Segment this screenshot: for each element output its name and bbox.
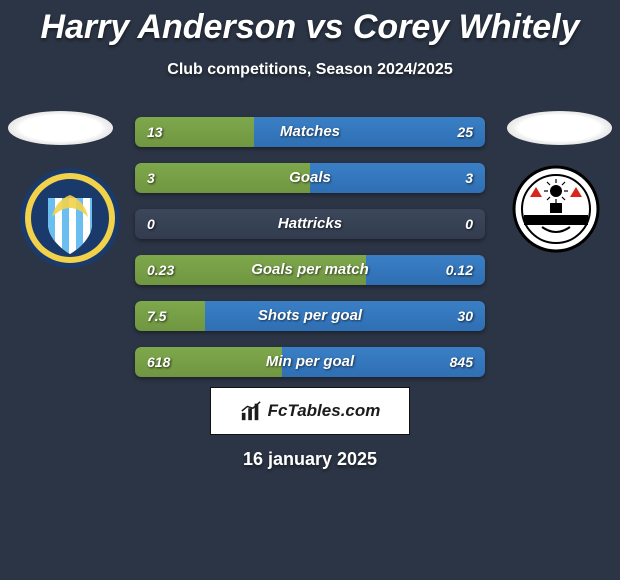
stat-value-left: 13 (147, 117, 163, 147)
stat-label: Goals (135, 163, 485, 193)
club-badge-right (512, 165, 600, 253)
brand-label: FcTables.com (268, 401, 381, 421)
stat-row: Min per goal618 845 (135, 347, 485, 377)
stat-value-right: 0.12 (446, 255, 473, 285)
stat-value-right: 0 (465, 209, 473, 239)
stat-row: Matches13 25 (135, 117, 485, 147)
stat-value-right: 845 (450, 347, 473, 377)
stat-value-left: 3 (147, 163, 155, 193)
brand-badge: FcTables.com (210, 387, 410, 435)
stat-label: Matches (135, 117, 485, 147)
stat-value-left: 0 (147, 209, 155, 239)
bar-chart-icon (240, 400, 262, 422)
stat-value-right: 30 (457, 301, 473, 331)
page-subtitle: Club competitions, Season 2024/2025 (0, 61, 620, 79)
stat-value-right: 25 (457, 117, 473, 147)
flag-left (8, 111, 113, 145)
stat-row: Goals3 3 (135, 163, 485, 193)
stat-row: Hattricks0 0 (135, 209, 485, 239)
stat-label: Goals per match (135, 255, 485, 285)
stat-label: Hattricks (135, 209, 485, 239)
page-title: Harry Anderson vs Corey Whitely (0, 0, 620, 47)
stat-row: Goals per match0.23 0.12 (135, 255, 485, 285)
flag-right (507, 111, 612, 145)
stat-label: Shots per goal (135, 301, 485, 331)
stat-value-left: 7.5 (147, 301, 166, 331)
stat-value-right: 3 (465, 163, 473, 193)
date-label: 16 january 2025 (0, 449, 620, 470)
stat-value-left: 618 (147, 347, 170, 377)
club-badge-left (20, 165, 120, 271)
stat-value-left: 0.23 (147, 255, 174, 285)
stat-label: Min per goal (135, 347, 485, 377)
stats-column: Matches13 25 Goals3 3 Hattricks0 0 Goals per m… (135, 117, 485, 393)
stat-row: Shots per goal7.5 30 (135, 301, 485, 331)
